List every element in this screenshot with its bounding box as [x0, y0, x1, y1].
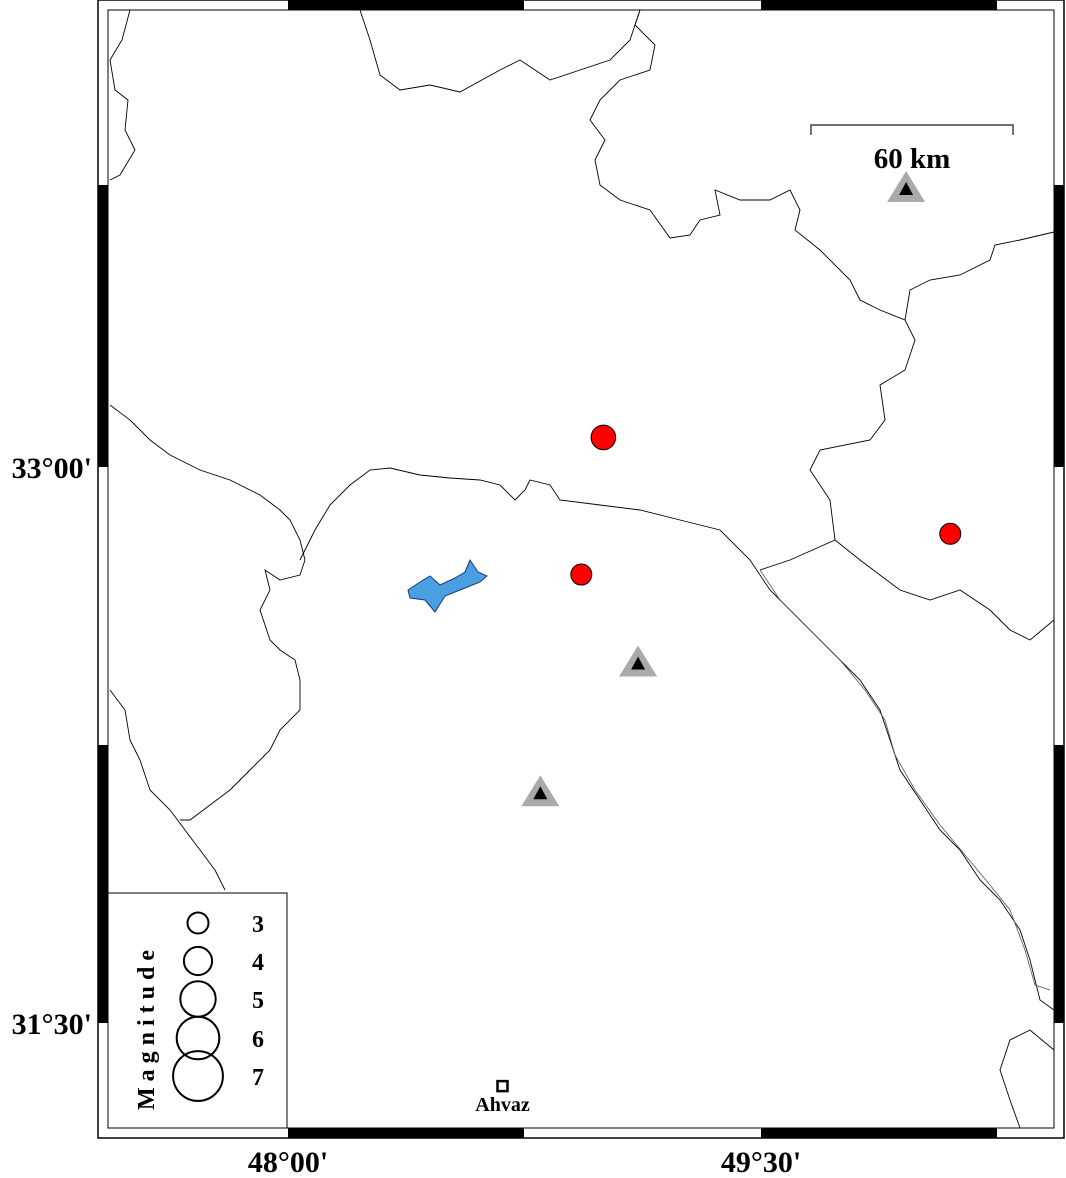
legend-label: 6: [252, 1027, 264, 1053]
lon-tick-label: 49°30': [721, 1146, 801, 1178]
magnitude-legend: Magnitude 3 4 5 6 7: [107, 892, 288, 1129]
legend-circle: [182, 945, 214, 977]
legend-label: 3: [252, 912, 264, 938]
lon-tick-label: 48°00': [248, 1146, 328, 1178]
legend-circle: [175, 1015, 221, 1061]
legend-label: 5: [252, 988, 264, 1014]
lake: [407, 558, 488, 613]
city-square-icon: [496, 1079, 509, 1093]
earthquake-marker[interactable]: [570, 563, 593, 586]
legend-label: 7: [252, 1065, 264, 1091]
province-boundaries: [109, 9, 1055, 1129]
earthquake-marker[interactable]: [590, 424, 617, 451]
legend-circle: [186, 911, 210, 935]
station-triangle-icon[interactable]: [887, 171, 926, 203]
legend-label: 4: [252, 950, 264, 976]
legend-title: Magnitude: [134, 944, 160, 1110]
lat-tick-label: 31°30': [12, 1008, 92, 1041]
lat-tick-label: 33°00': [12, 452, 92, 485]
city-label: Ahvaz: [475, 1094, 530, 1116]
station-triangle-icon[interactable]: [521, 775, 560, 807]
station-triangle-icon[interactable]: [619, 645, 658, 677]
legend-circle: [172, 1050, 224, 1102]
earthquake-marker[interactable]: [939, 522, 962, 545]
scale-bar-label: 60 km: [874, 143, 951, 175]
scale-bar: 60 km: [810, 124, 1014, 175]
